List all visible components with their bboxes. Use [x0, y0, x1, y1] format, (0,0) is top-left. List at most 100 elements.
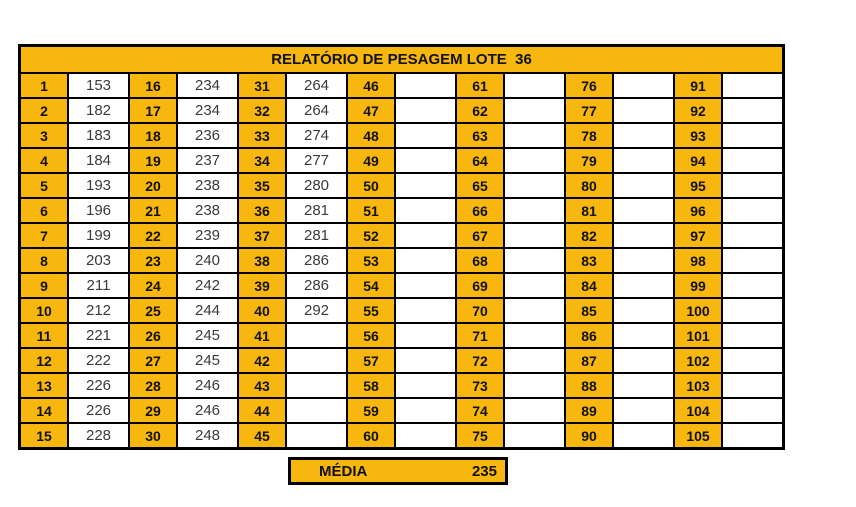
weight-value-cell[interactable]: 222 — [69, 349, 128, 372]
weight-value-cell[interactable] — [723, 124, 782, 147]
lot-number-cell[interactable]: 65 — [457, 174, 503, 197]
weight-value-cell[interactable] — [723, 299, 782, 322]
lot-number-cell[interactable]: 37 — [239, 224, 285, 247]
lot-number-cell[interactable]: 68 — [457, 249, 503, 272]
weight-value-cell[interactable] — [505, 374, 564, 397]
weight-value-cell[interactable] — [396, 199, 455, 222]
lot-number-cell[interactable]: 90 — [566, 424, 612, 447]
lot-number-cell[interactable]: 91 — [675, 74, 721, 97]
weight-value-cell[interactable] — [723, 424, 782, 447]
lot-number-cell[interactable]: 11 — [21, 324, 67, 347]
lot-number-cell[interactable]: 8 — [21, 249, 67, 272]
lot-number-cell[interactable]: 95 — [675, 174, 721, 197]
lot-number-cell[interactable]: 71 — [457, 324, 503, 347]
weight-value-cell[interactable]: 274 — [287, 124, 346, 147]
lot-number-cell[interactable]: 33 — [239, 124, 285, 147]
weight-value-cell[interactable] — [723, 349, 782, 372]
weight-value-cell[interactable]: 199 — [69, 224, 128, 247]
weight-value-cell[interactable] — [505, 274, 564, 297]
weight-value-cell[interactable]: 264 — [287, 99, 346, 122]
lot-number-cell[interactable]: 83 — [566, 249, 612, 272]
weight-value-cell[interactable] — [614, 124, 673, 147]
weight-value-cell[interactable] — [287, 324, 346, 347]
weight-value-cell[interactable]: 221 — [69, 324, 128, 347]
weight-value-cell[interactable]: 234 — [178, 99, 237, 122]
weight-value-cell[interactable] — [723, 324, 782, 347]
lot-number-cell[interactable]: 51 — [348, 199, 394, 222]
lot-number-cell[interactable]: 75 — [457, 424, 503, 447]
lot-number-cell[interactable]: 94 — [675, 149, 721, 172]
weight-value-cell[interactable] — [614, 424, 673, 447]
table-title[interactable]: RELATÓRIO DE PESAGEM LOTE 36 — [21, 47, 782, 72]
lot-number-cell[interactable]: 29 — [130, 399, 176, 422]
lot-number-cell[interactable]: 67 — [457, 224, 503, 247]
lot-number-cell[interactable]: 21 — [130, 199, 176, 222]
lot-number-cell[interactable]: 26 — [130, 324, 176, 347]
weight-value-cell[interactable]: 211 — [69, 274, 128, 297]
weight-value-cell[interactable]: 237 — [178, 149, 237, 172]
weight-value-cell[interactable] — [396, 299, 455, 322]
weight-value-cell[interactable]: 184 — [69, 149, 128, 172]
lot-number-cell[interactable]: 43 — [239, 374, 285, 397]
weight-value-cell[interactable] — [723, 99, 782, 122]
weight-value-cell[interactable] — [396, 424, 455, 447]
lot-number-cell[interactable]: 58 — [348, 374, 394, 397]
lot-number-cell[interactable]: 5 — [21, 174, 67, 197]
lot-number-cell[interactable]: 77 — [566, 99, 612, 122]
lot-number-cell[interactable]: 2 — [21, 99, 67, 122]
lot-number-cell[interactable]: 85 — [566, 299, 612, 322]
weight-value-cell[interactable] — [614, 149, 673, 172]
weight-value-cell[interactable] — [505, 249, 564, 272]
weight-value-cell[interactable] — [287, 374, 346, 397]
lot-number-cell[interactable]: 19 — [130, 149, 176, 172]
lot-number-cell[interactable]: 72 — [457, 349, 503, 372]
lot-number-cell[interactable]: 28 — [130, 374, 176, 397]
lot-number-cell[interactable]: 42 — [239, 349, 285, 372]
lot-number-cell[interactable]: 57 — [348, 349, 394, 372]
lot-number-cell[interactable]: 27 — [130, 349, 176, 372]
weight-value-cell[interactable] — [614, 174, 673, 197]
lot-number-cell[interactable]: 16 — [130, 74, 176, 97]
lot-number-cell[interactable]: 48 — [348, 124, 394, 147]
lot-number-cell[interactable]: 41 — [239, 324, 285, 347]
lot-number-cell[interactable]: 89 — [566, 399, 612, 422]
weight-value-cell[interactable]: 196 — [69, 199, 128, 222]
lot-number-cell[interactable]: 24 — [130, 274, 176, 297]
lot-number-cell[interactable]: 60 — [348, 424, 394, 447]
weight-value-cell[interactable]: 236 — [178, 124, 237, 147]
weight-value-cell[interactable] — [723, 399, 782, 422]
weight-value-cell[interactable]: 193 — [69, 174, 128, 197]
weight-value-cell[interactable] — [287, 399, 346, 422]
lot-number-cell[interactable]: 38 — [239, 249, 285, 272]
weight-value-cell[interactable] — [287, 424, 346, 447]
media-label[interactable]: MÉDIA — [319, 462, 368, 480]
media-value[interactable]: 235 — [471, 462, 497, 480]
lot-number-cell[interactable]: 79 — [566, 149, 612, 172]
lot-number-cell[interactable]: 22 — [130, 224, 176, 247]
weight-value-cell[interactable]: 238 — [178, 199, 237, 222]
weight-value-cell[interactable]: 234 — [178, 74, 237, 97]
lot-number-cell[interactable]: 4 — [21, 149, 67, 172]
lot-number-cell[interactable]: 7 — [21, 224, 67, 247]
weight-value-cell[interactable] — [614, 299, 673, 322]
weight-value-cell[interactable] — [505, 174, 564, 197]
lot-number-cell[interactable]: 105 — [675, 424, 721, 447]
lot-number-cell[interactable]: 98 — [675, 249, 721, 272]
weight-value-cell[interactable] — [614, 399, 673, 422]
weight-value-cell[interactable]: 286 — [287, 274, 346, 297]
weight-value-cell[interactable] — [614, 324, 673, 347]
weight-value-cell[interactable] — [396, 99, 455, 122]
weight-value-cell[interactable]: 277 — [287, 149, 346, 172]
weight-value-cell[interactable] — [396, 274, 455, 297]
lot-number-cell[interactable]: 23 — [130, 249, 176, 272]
lot-number-cell[interactable]: 44 — [239, 399, 285, 422]
weight-value-cell[interactable] — [396, 124, 455, 147]
lot-number-cell[interactable]: 50 — [348, 174, 394, 197]
weight-value-cell[interactable]: 212 — [69, 299, 128, 322]
weight-value-cell[interactable]: 203 — [69, 249, 128, 272]
lot-number-cell[interactable]: 3 — [21, 124, 67, 147]
lot-number-cell[interactable]: 18 — [130, 124, 176, 147]
weight-value-cell[interactable] — [505, 149, 564, 172]
lot-number-cell[interactable]: 80 — [566, 174, 612, 197]
weight-value-cell[interactable] — [614, 74, 673, 97]
